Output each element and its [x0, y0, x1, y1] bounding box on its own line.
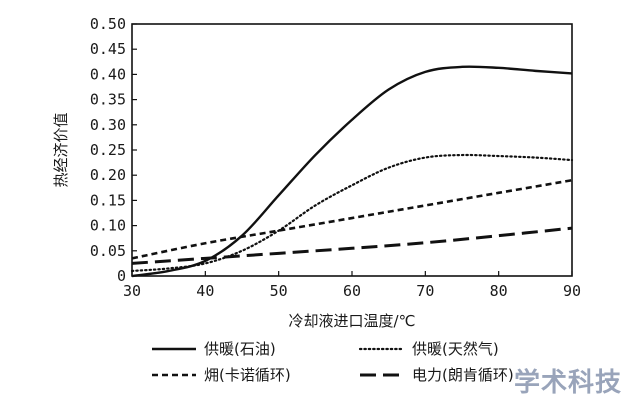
- y-tick-label: 0.15: [90, 191, 126, 209]
- x-tick-label: 30: [123, 282, 141, 300]
- x-tick-label: 80: [490, 282, 508, 300]
- series-layer: [130, 65, 574, 278]
- series-line-3: [131, 178, 573, 260]
- y-tick-label: 0.30: [90, 116, 126, 134]
- watermark: 学术科技: [513, 368, 622, 398]
- y-tick-label: 0.40: [90, 65, 126, 83]
- plot-frame: [131, 23, 573, 277]
- series-line-1: [131, 65, 573, 278]
- x-tick-label: 70: [416, 282, 434, 300]
- y-axis-label: 热经济价值: [52, 112, 70, 187]
- y-tick-label: 0.45: [90, 40, 126, 58]
- series-line-2: [130, 153, 574, 273]
- x-axis-label: 冷却液进口温度/℃: [289, 312, 416, 330]
- legend-item: 㶲(卡诺循环): [152, 366, 291, 384]
- legend-item: 供暖(石油): [152, 340, 276, 358]
- x-tick-label: 90: [563, 282, 581, 300]
- y-tick-label: 0.10: [90, 217, 126, 235]
- x-tick-label: 40: [196, 282, 214, 300]
- x-tick-label: 50: [270, 282, 288, 300]
- legend-label: 供暖(石油): [204, 340, 276, 358]
- y-tick-label: 0.50: [90, 15, 126, 33]
- series-line-4: [131, 226, 573, 265]
- tick-layer: 0 0.05 0.10 0.15 0.20 0.25 0.30 0.35 0.40 0.45 0.5…: [90, 15, 581, 300]
- legend-item: 供暖(天然气): [358, 340, 499, 358]
- legend: 供暖(石油) 供暖(天然气) 㶲(卡诺循环) 电力(朗肯循环): [152, 340, 514, 384]
- legend-label: 㶲(卡诺循环): [204, 366, 291, 384]
- legend-label: 供暖(天然气): [412, 340, 499, 358]
- y-tick-label: 0.05: [90, 242, 126, 260]
- y-tick-label: 0: [117, 267, 126, 285]
- y-tick-label: 0.25: [90, 141, 126, 159]
- legend-item: 电力(朗肯循环): [360, 366, 514, 384]
- x-tick-label: 60: [343, 282, 361, 300]
- y-tick-label: 0.35: [90, 91, 126, 109]
- legend-label: 电力(朗肯循环): [412, 366, 514, 384]
- y-tick-label: 0.20: [90, 166, 126, 184]
